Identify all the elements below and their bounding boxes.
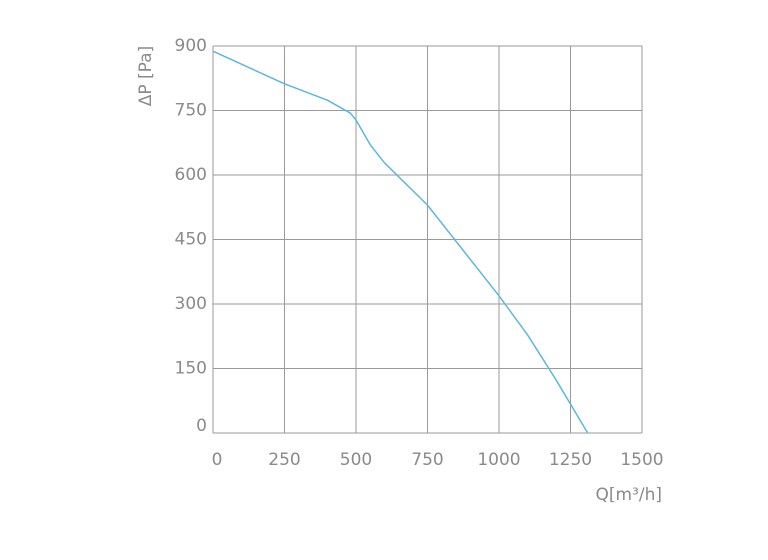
curve (212, 50, 589, 434)
x-tick-label: 500 (340, 450, 372, 470)
x-tick-label: 1000 (477, 450, 520, 470)
x-tick-label: 750 (411, 450, 443, 470)
y-tick-label: 600 (175, 165, 207, 185)
y-tick-label: 150 (175, 359, 207, 379)
x-tick-label: 1250 (549, 450, 592, 470)
y-axis-label: ΔP [Pa] (136, 46, 156, 106)
y-tick-label: 300 (175, 294, 207, 314)
y-tick-label: 0 (196, 416, 207, 436)
x-tick-label: 0 (212, 450, 223, 470)
x-tick-label: 250 (268, 450, 300, 470)
x-tick-label: 1500 (620, 450, 663, 470)
y-tick-label: 750 (175, 101, 207, 121)
x-axis-label: Q[m³/h] (595, 485, 662, 505)
y-tick-label: 900 (175, 36, 207, 56)
y-tick-label: 450 (175, 230, 207, 250)
